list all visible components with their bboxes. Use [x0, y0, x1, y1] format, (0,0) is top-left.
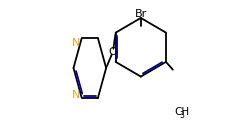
Text: N: N — [72, 38, 80, 48]
Text: N: N — [72, 90, 80, 100]
Text: CH: CH — [174, 107, 189, 117]
Text: 3: 3 — [179, 111, 184, 120]
Text: O: O — [109, 47, 117, 57]
Text: Br: Br — [135, 9, 147, 19]
